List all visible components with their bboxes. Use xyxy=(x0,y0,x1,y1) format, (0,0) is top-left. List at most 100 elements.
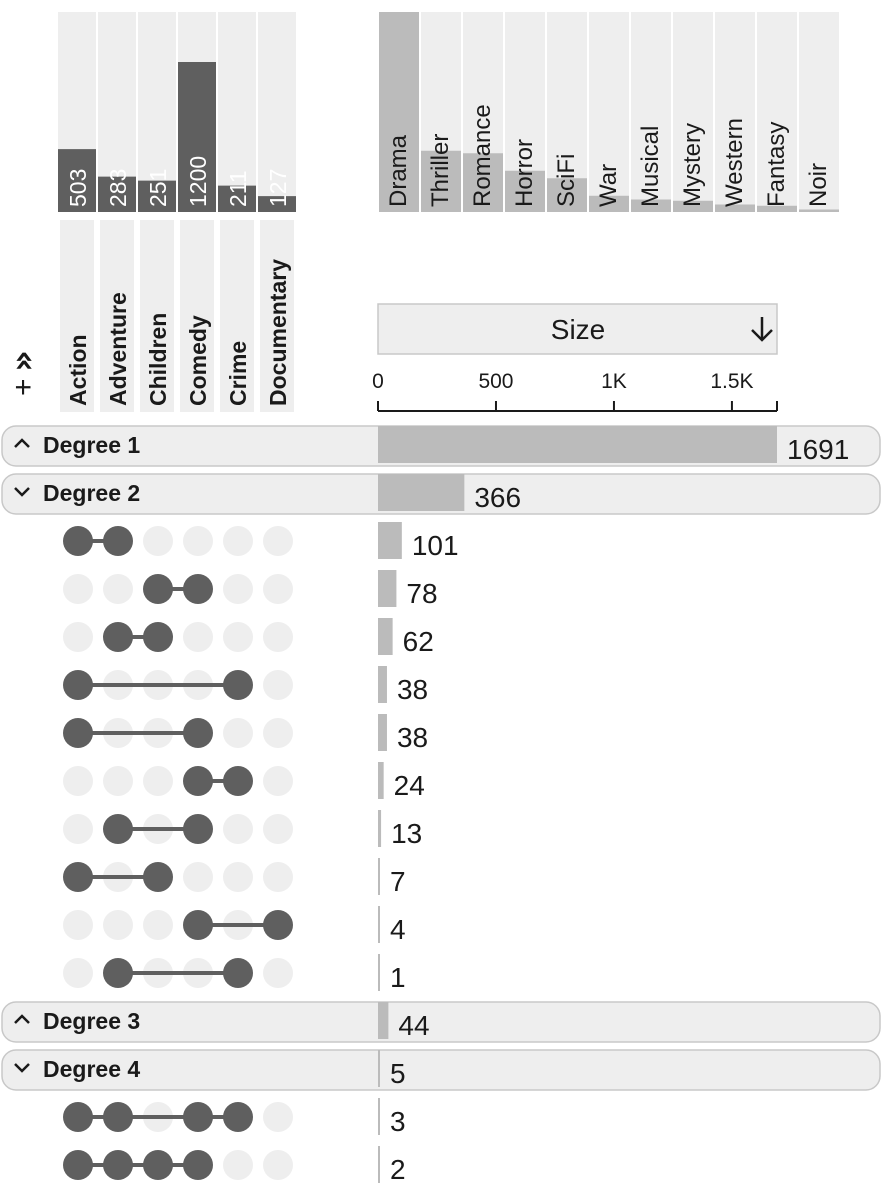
set-size-bar-children[interactable] xyxy=(138,180,176,212)
set-row[interactable]: 1 xyxy=(63,954,406,993)
set-size-bg-children xyxy=(138,12,176,212)
set-row[interactable]: 2 xyxy=(63,1146,406,1185)
cardinality-bar[interactable] xyxy=(378,858,380,895)
extra-set-label-war[interactable]: War xyxy=(595,164,622,207)
group-row-degree-1[interactable]: Degree 1 1691 xyxy=(1,425,881,467)
cardinality-bar[interactable] xyxy=(378,666,387,703)
cardinality-value: 24 xyxy=(394,770,425,801)
set-row[interactable]: 24 xyxy=(63,762,425,801)
set-size-bar-action[interactable] xyxy=(58,149,96,212)
extra-set-label-thriller[interactable]: Thriller xyxy=(427,134,454,207)
set-size-bg-documentary xyxy=(258,12,296,212)
membership-dot-empty xyxy=(263,958,293,988)
cardinality-bar[interactable] xyxy=(378,906,380,943)
cardinality-bar[interactable] xyxy=(378,1002,389,1039)
group-row-degree-4[interactable]: Degree 4 5 xyxy=(1,1049,881,1091)
membership-dot-empty xyxy=(63,814,93,844)
set-size-bar-crime[interactable] xyxy=(218,185,256,212)
membership-dot-empty xyxy=(143,766,173,796)
set-row[interactable]: 13 xyxy=(63,810,422,849)
chevron-up-icon[interactable] xyxy=(14,1014,30,1024)
cardinality-bar[interactable] xyxy=(378,522,402,559)
set-size-panel: 503 283 251 1200 211 127 xyxy=(58,12,296,212)
extra-set-bar-drama[interactable] xyxy=(379,12,419,212)
membership-dot-empty xyxy=(263,862,293,892)
membership-dot-empty xyxy=(263,1150,293,1180)
extra-set-label-fantasy[interactable]: Fantasy xyxy=(763,122,790,207)
cardinality-bar[interactable] xyxy=(378,810,382,847)
set-size-value-crime: 211 xyxy=(225,170,251,207)
set-label-children[interactable]: Children xyxy=(145,313,171,406)
set-label-adventure[interactable]: Adventure xyxy=(105,292,131,406)
membership-dot-filled xyxy=(103,1102,133,1132)
size-header-label: Size xyxy=(551,314,605,345)
set-size-bg-crime xyxy=(218,12,256,212)
extra-set-bar-horror[interactable] xyxy=(505,170,545,212)
extra-set-bar-thriller[interactable] xyxy=(421,150,461,212)
extra-set-bar-mystery[interactable] xyxy=(673,200,713,212)
chevron-up-icon[interactable] xyxy=(14,438,30,448)
chevron-down-icon[interactable] xyxy=(14,1063,30,1073)
extra-set-bar-noir[interactable] xyxy=(799,209,839,213)
membership-dot-empty xyxy=(63,622,93,652)
set-label-bg-action xyxy=(60,220,94,412)
cardinality-bar[interactable] xyxy=(378,570,397,607)
membership-dot-filled xyxy=(103,622,133,652)
extra-set-bar-western[interactable] xyxy=(715,204,755,213)
cardinality-bar[interactable] xyxy=(378,426,777,463)
extra-set-label-horror[interactable]: Horror xyxy=(511,139,538,207)
extra-set-label-noir[interactable]: Noir xyxy=(805,163,832,207)
set-row[interactable]: 78 xyxy=(63,570,438,609)
set-size-value-children: 251 xyxy=(145,169,171,207)
set-label-bg-documentary xyxy=(260,220,294,412)
extra-set-label-romance[interactable]: Romance xyxy=(469,104,496,207)
set-label-documentary[interactable]: Documentary xyxy=(265,259,291,406)
cardinality-bar[interactable] xyxy=(378,1050,380,1087)
membership-dot-filled xyxy=(183,718,213,748)
set-labels: Action Adventure Children Comedy Crime Docume… xyxy=(60,220,294,412)
extra-set-bar-scifi[interactable] xyxy=(547,178,587,212)
extra-set-bar-fantasy[interactable] xyxy=(757,205,797,212)
extra-set-label-mystery[interactable]: Mystery xyxy=(679,123,706,207)
extra-set-bar-musical[interactable] xyxy=(631,199,671,213)
cardinality-value: 1 xyxy=(390,962,406,993)
membership-dot-empty xyxy=(263,814,293,844)
cardinality-bar[interactable] xyxy=(378,762,384,799)
membership-dot-filled xyxy=(63,718,93,748)
cardinality-bar[interactable] xyxy=(378,1146,380,1183)
extra-set-label-drama[interactable]: Drama xyxy=(385,134,412,207)
arrow-down-icon[interactable] xyxy=(751,317,773,342)
extra-set-label-musical[interactable]: Musical xyxy=(637,126,664,207)
set-row[interactable]: 3 xyxy=(63,1098,406,1137)
set-label-action[interactable]: Action xyxy=(65,334,91,406)
set-label-crime[interactable]: Crime xyxy=(225,341,251,406)
set-row[interactable]: 7 xyxy=(63,858,406,897)
add-set-button[interactable]: + xyxy=(7,378,40,396)
membership-dot-filled xyxy=(63,1102,93,1132)
cardinality-bar[interactable] xyxy=(378,618,393,655)
set-size-bar-comedy[interactable] xyxy=(178,62,216,212)
set-row[interactable]: 4 xyxy=(63,906,406,945)
cardinality-bar[interactable] xyxy=(378,714,387,751)
extra-set-bar-war[interactable] xyxy=(589,195,629,212)
size-column-header[interactable]: Size xyxy=(377,303,778,355)
extra-set-label-scifi[interactable]: SciFi xyxy=(553,154,580,207)
group-row-degree-3[interactable]: Degree 3 44 xyxy=(1,1001,881,1043)
set-row[interactable]: 101 xyxy=(63,522,459,561)
expand-sets-button[interactable]: » xyxy=(3,350,43,372)
chevron-down-icon[interactable] xyxy=(14,487,30,497)
set-row[interactable]: 38 xyxy=(63,666,428,705)
set-label-comedy[interactable]: Comedy xyxy=(185,315,211,406)
cardinality-bar[interactable] xyxy=(378,954,380,991)
group-row-degree-2[interactable]: Degree 2 366 xyxy=(1,473,881,515)
extra-set-bar-romance[interactable] xyxy=(463,153,503,212)
cardinality-bar[interactable] xyxy=(378,474,465,511)
set-row[interactable]: 62 xyxy=(63,618,434,657)
cardinality-bar[interactable] xyxy=(378,1098,380,1135)
extra-set-label-western[interactable]: Western xyxy=(721,118,748,207)
set-size-bar-adventure[interactable] xyxy=(98,176,136,212)
set-row[interactable]: 38 xyxy=(63,714,428,753)
cardinality-value: 366 xyxy=(474,482,521,513)
group-label: Degree 1 xyxy=(43,432,140,458)
set-size-bar-documentary[interactable] xyxy=(258,196,296,212)
